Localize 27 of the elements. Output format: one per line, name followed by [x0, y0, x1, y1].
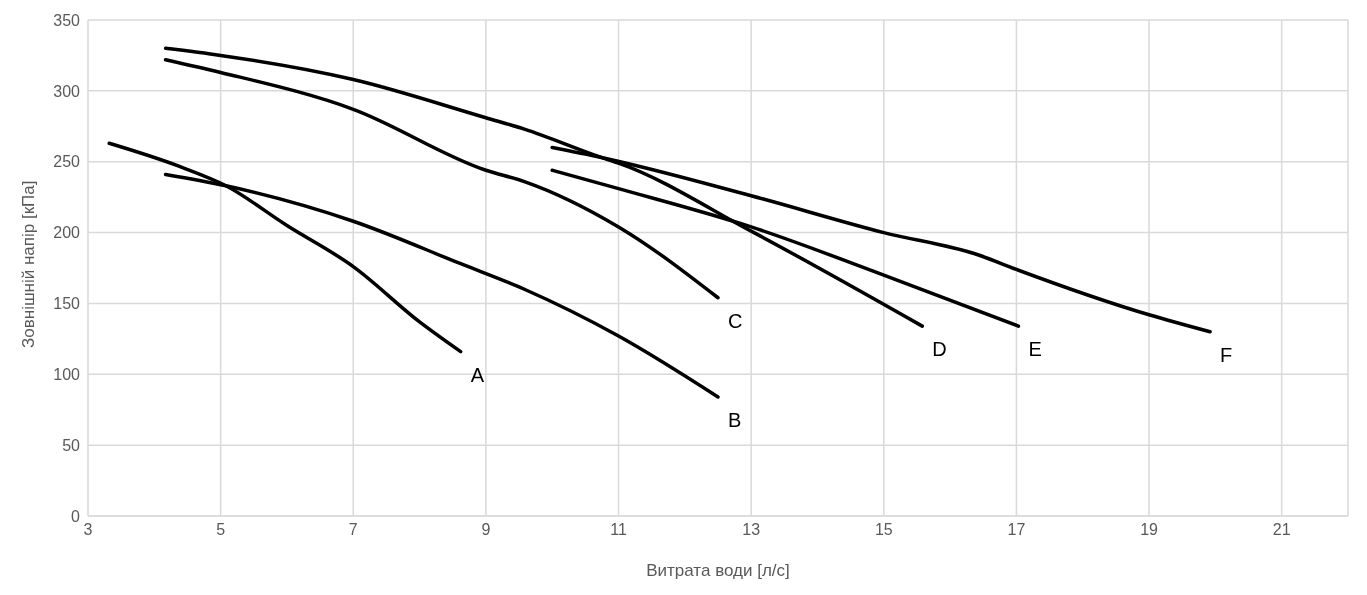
y-tick-label: 150 — [53, 295, 81, 313]
x-tick-label: 19 — [1140, 521, 1159, 539]
x-tick-label: 13 — [742, 521, 761, 539]
x-tick-label: 11 — [610, 521, 627, 539]
y-tick-label: 250 — [53, 153, 81, 171]
series-label: A — [470, 363, 485, 386]
x-tick-label: 17 — [1007, 521, 1026, 539]
line-series — [163, 57, 720, 300]
x-tick-label: 21 — [1272, 521, 1291, 539]
y-tick-label: 200 — [53, 224, 81, 242]
y-axis-title: Зовнішній напір [кПа] — [19, 180, 39, 348]
series-label: F — [1220, 343, 1233, 366]
x-tick-label: 7 — [348, 521, 358, 539]
x-tick-label: 9 — [481, 521, 491, 539]
series-label: D — [932, 338, 947, 361]
series-label: B — [728, 408, 742, 431]
y-tick-label: 300 — [53, 82, 81, 100]
y-tick-label: 50 — [62, 436, 81, 454]
y-tick-label: 350 — [53, 11, 81, 29]
x-tick-label: 5 — [216, 521, 226, 539]
y-tick-label: 0 — [71, 507, 81, 525]
x-axis-title: Витрата води [л/с] — [646, 561, 790, 580]
series-label: E — [1028, 338, 1042, 361]
x-tick-label: 15 — [874, 521, 893, 539]
series-label: C — [728, 309, 743, 332]
x-tick-label: 3 — [83, 521, 93, 539]
y-tick-label: 100 — [53, 365, 81, 383]
